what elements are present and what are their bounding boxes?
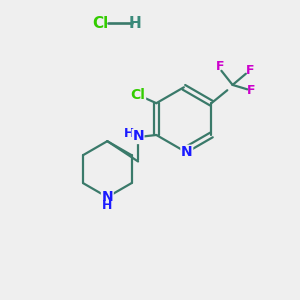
Text: F: F xyxy=(216,60,224,73)
Text: N: N xyxy=(101,190,113,203)
Text: F: F xyxy=(246,64,254,77)
Text: Cl: Cl xyxy=(130,88,146,102)
Text: Cl: Cl xyxy=(92,16,108,31)
Text: H: H xyxy=(129,16,142,31)
Text: N: N xyxy=(181,146,193,159)
Text: H: H xyxy=(124,127,134,140)
Text: H: H xyxy=(102,199,112,212)
Text: F: F xyxy=(247,84,256,97)
Text: N: N xyxy=(132,130,144,143)
